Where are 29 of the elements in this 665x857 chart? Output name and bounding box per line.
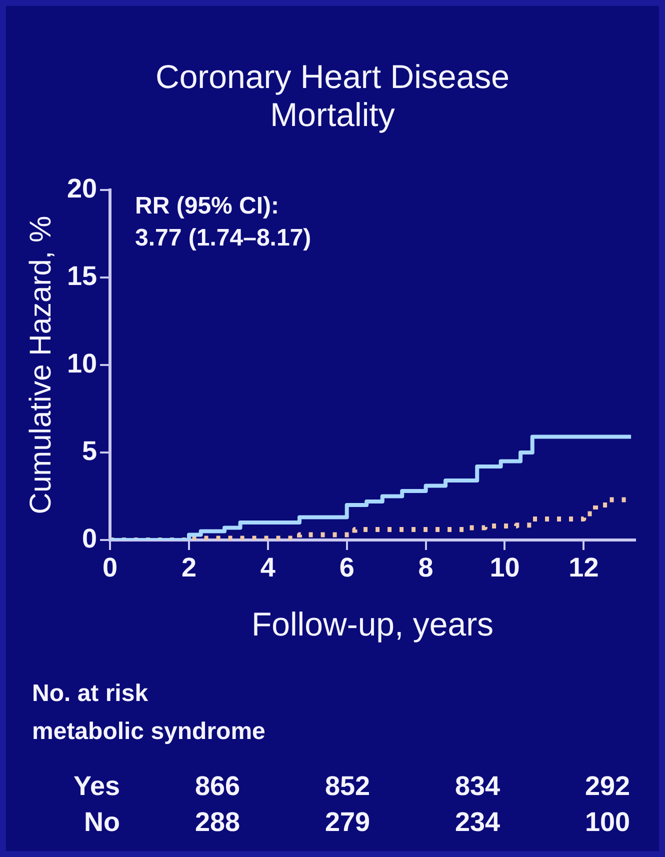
text: No. at risk: [32, 679, 150, 709]
y-tick-label: 5: [82, 436, 98, 466]
text: 866: [194, 770, 240, 802]
text: No: [83, 806, 120, 838]
y-tick-label: 10: [66, 348, 98, 378]
x-tick-label: 10: [490, 552, 520, 583]
text: 234: [454, 806, 500, 838]
x-tick-label: 8: [418, 552, 434, 583]
x-tick-label: 0: [102, 552, 118, 583]
y-tick-label: 15: [66, 260, 98, 291]
text: 292: [584, 770, 630, 802]
annotation: 3.77 (1.74–8.17): [135, 224, 312, 252]
x-axis-title: Follow-up, years: [251, 605, 494, 642]
text: 100: [584, 806, 630, 838]
text: 834: [454, 770, 500, 802]
chart-title: Coronary Heart Disease Mortality: [154, 58, 510, 134]
y-tick-label: 0: [82, 523, 98, 554]
text: metabolic syndrome: [32, 717, 266, 747]
text: 288: [194, 806, 240, 838]
x-tick-label: 12: [568, 552, 599, 583]
text: 279: [324, 806, 370, 838]
x-tick-label: 4: [260, 552, 276, 583]
y-tick-label: 20: [66, 173, 98, 204]
y-axis-title: Cumulative Hazard, %: [24, 216, 58, 514]
x-tick-label: 6: [339, 552, 354, 583]
text: 852: [324, 770, 370, 802]
annotation: RR (95% CI):: [135, 192, 280, 220]
x-tick-label: 2: [181, 552, 196, 583]
text: Yes: [72, 770, 120, 802]
